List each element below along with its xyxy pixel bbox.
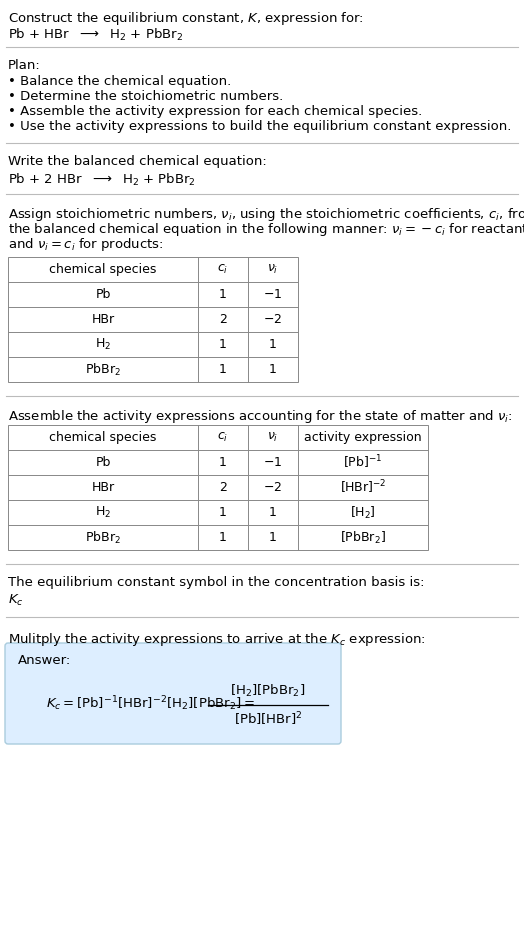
Text: 1: 1 (219, 506, 227, 519)
Text: H$_2$: H$_2$ (95, 505, 111, 520)
Text: activity expression: activity expression (304, 431, 422, 444)
Text: 1: 1 (269, 363, 277, 376)
Text: 1: 1 (269, 338, 277, 351)
Text: Assign stoichiometric numbers, $\nu_i$, using the stoichiometric coefficients, $: Assign stoichiometric numbers, $\nu_i$, … (8, 206, 524, 223)
Text: $-2$: $-2$ (264, 313, 282, 326)
Text: 1: 1 (219, 363, 227, 376)
Text: $\nu_i$: $\nu_i$ (267, 431, 279, 444)
Text: Plan:: Plan: (8, 59, 41, 72)
Text: $-2$: $-2$ (264, 481, 282, 494)
Text: The equilibrium constant symbol in the concentration basis is:: The equilibrium constant symbol in the c… (8, 576, 424, 589)
Text: Mulitply the activity expressions to arrive at the $K_c$ expression:: Mulitply the activity expressions to arr… (8, 631, 426, 648)
Text: Answer:: Answer: (18, 654, 71, 667)
Text: HBr: HBr (91, 481, 115, 494)
Text: • Determine the stoichiometric numbers.: • Determine the stoichiometric numbers. (8, 90, 283, 103)
Text: 2: 2 (219, 481, 227, 494)
Text: PbBr$_2$: PbBr$_2$ (85, 530, 121, 546)
Text: chemical species: chemical species (49, 263, 157, 276)
Text: HBr: HBr (91, 313, 115, 326)
Text: $c_i$: $c_i$ (217, 431, 228, 444)
Text: $[\mathrm{Pb}][\mathrm{HBr}]^2$: $[\mathrm{Pb}][\mathrm{HBr}]^2$ (234, 710, 302, 728)
Text: Pb: Pb (95, 288, 111, 301)
Text: 1: 1 (219, 288, 227, 301)
Text: Pb: Pb (95, 456, 111, 469)
Text: and $\nu_i = c_i$ for products:: and $\nu_i = c_i$ for products: (8, 236, 163, 253)
Text: $-1$: $-1$ (264, 288, 282, 301)
Text: Pb + HBr  $\longrightarrow$  H$_2$ + PbBr$_2$: Pb + HBr $\longrightarrow$ H$_2$ + PbBr$… (8, 27, 183, 43)
Text: 1: 1 (219, 456, 227, 469)
Text: • Assemble the activity expression for each chemical species.: • Assemble the activity expression for e… (8, 105, 422, 118)
Text: 2: 2 (219, 313, 227, 326)
Text: 1: 1 (219, 531, 227, 544)
Text: Write the balanced chemical equation:: Write the balanced chemical equation: (8, 155, 267, 168)
Bar (8, 257, 298, 382)
Text: $K_c$: $K_c$ (8, 593, 24, 608)
Text: chemical species: chemical species (49, 431, 157, 444)
Text: [PbBr$_2$]: [PbBr$_2$] (340, 530, 386, 546)
Text: Construct the equilibrium constant, $K$, expression for:: Construct the equilibrium constant, $K$,… (8, 10, 364, 27)
Text: 1: 1 (269, 531, 277, 544)
Text: • Use the activity expressions to build the equilibrium constant expression.: • Use the activity expressions to build … (8, 120, 511, 133)
Text: 1: 1 (269, 506, 277, 519)
Text: [H$_2$]: [H$_2$] (350, 504, 376, 520)
Text: [HBr]$^{-2}$: [HBr]$^{-2}$ (340, 478, 386, 496)
Text: $\nu_i$: $\nu_i$ (267, 262, 279, 276)
Text: $-1$: $-1$ (264, 456, 282, 469)
Text: the balanced chemical equation in the following manner: $\nu_i = -c_i$ for react: the balanced chemical equation in the fo… (8, 221, 524, 238)
FancyBboxPatch shape (5, 643, 341, 744)
Text: [Pb]$^{-1}$: [Pb]$^{-1}$ (343, 454, 383, 472)
Text: • Balance the chemical equation.: • Balance the chemical equation. (8, 75, 231, 88)
Bar (8, 425, 428, 550)
Text: Assemble the activity expressions accounting for the state of matter and $\nu_i$: Assemble the activity expressions accoun… (8, 408, 512, 425)
Text: PbBr$_2$: PbBr$_2$ (85, 361, 121, 378)
Text: Pb + 2 HBr  $\longrightarrow$  H$_2$ + PbBr$_2$: Pb + 2 HBr $\longrightarrow$ H$_2$ + PbB… (8, 172, 196, 188)
Text: H$_2$: H$_2$ (95, 337, 111, 352)
Text: $c_i$: $c_i$ (217, 262, 228, 276)
Text: 1: 1 (219, 338, 227, 351)
Text: $[\mathrm{H_2}][\mathrm{PbBr_2}]$: $[\mathrm{H_2}][\mathrm{PbBr_2}]$ (231, 683, 305, 699)
Text: $K_c = [\mathrm{Pb}]^{-1}[\mathrm{HBr}]^{-2}[\mathrm{H_2}][\mathrm{PbBr_2}] =$: $K_c = [\mathrm{Pb}]^{-1}[\mathrm{HBr}]^… (46, 694, 255, 713)
